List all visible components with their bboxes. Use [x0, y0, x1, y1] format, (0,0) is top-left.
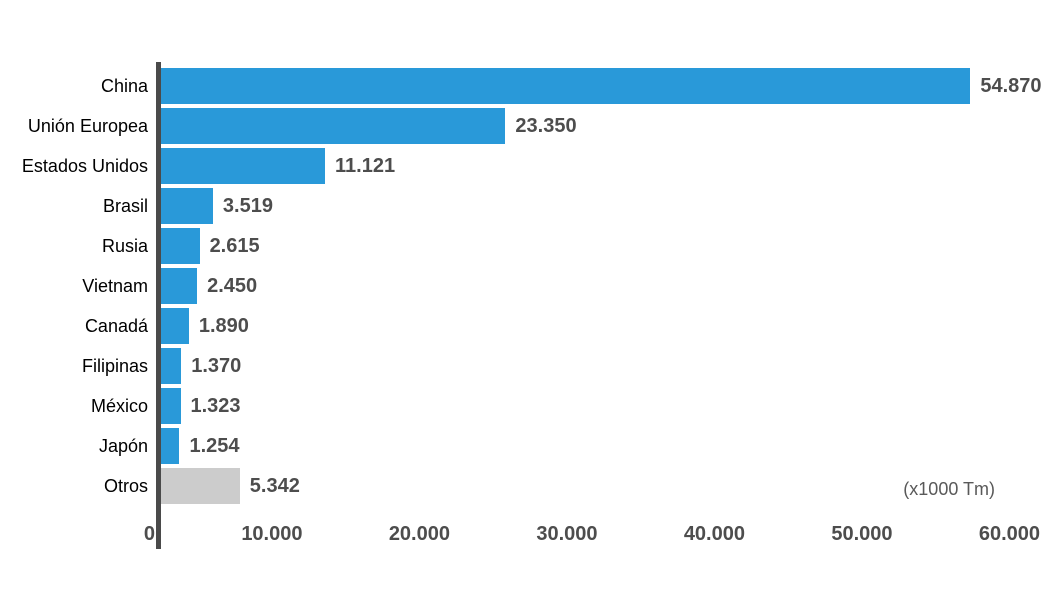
bar [161, 68, 971, 104]
bar [161, 348, 182, 384]
bar [161, 108, 506, 144]
bar-row: 1.323 [161, 386, 1046, 426]
bar-row: 23.350 [161, 106, 1046, 146]
bar-row: 2.615 [161, 226, 1046, 266]
bar-row: 5.342 [161, 466, 1046, 506]
value-label: 1.370 [191, 354, 242, 377]
value-label: 1.254 [189, 434, 240, 457]
bar [161, 308, 189, 344]
value-label: 3.519 [222, 194, 273, 217]
x-tick-label: 30.000 [536, 523, 598, 545]
bar [161, 388, 181, 424]
category-label: China [100, 76, 148, 96]
bar [161, 148, 326, 184]
bar-row: 1.370 [161, 346, 1046, 386]
value-label: 2.450 [207, 274, 258, 297]
plot-area: 54.870 23.350 11.121 3.519 2.615 2.450 1.890 1.… [161, 66, 1046, 506]
bar-row: 11.121 [161, 146, 1046, 186]
bar-row: 3.519 [161, 186, 1046, 226]
category-axis: China Unión Europea Estados Unidos Brasil Ru… [0, 66, 148, 506]
unit-label: (x1000 Tm) [903, 479, 995, 499]
category-label: Filipinas [81, 356, 148, 376]
y-axis-line [156, 62, 161, 549]
bar [161, 268, 198, 304]
bar [161, 428, 180, 464]
category-label: México [90, 396, 148, 416]
category-label: Japón [98, 436, 148, 456]
category-label: Otros [103, 476, 148, 496]
x-tick-label: 10.000 [241, 523, 303, 545]
x-tick-label: 0 [143, 523, 155, 545]
x-tick-label: 20.000 [388, 523, 450, 545]
value-label: 2.615 [209, 234, 260, 257]
value-label: 54.870 [980, 74, 1042, 97]
value-label: 1.323 [190, 394, 241, 417]
x-tick-label: 60.000 [978, 523, 1040, 545]
category-label: Brasil [102, 196, 148, 216]
bar-row: 1.254 [161, 426, 1046, 466]
category-label: Vietnam [82, 276, 148, 296]
category-label: Rusia [101, 236, 148, 256]
x-tick-label: 40.000 [683, 523, 745, 545]
bar [161, 228, 200, 264]
bar-row: 54.870 [161, 66, 1046, 106]
category-label: Unión Europea [27, 116, 148, 136]
bar-row: 1.890 [161, 306, 1046, 346]
value-label: 23.350 [515, 114, 577, 137]
category-label: Estados Unidos [21, 156, 148, 176]
category-label: Canadá [84, 316, 148, 336]
bar-row: 2.450 [161, 266, 1046, 306]
x-tick-label: 50.000 [831, 523, 893, 545]
x-axis: 0 10.000 20.000 30.000 40.000 50.000 60.000 [144, 520, 1046, 548]
bar [161, 188, 213, 224]
value-label: 5.342 [249, 474, 300, 497]
value-label: 1.890 [198, 314, 249, 337]
value-label: 11.121 [335, 154, 396, 177]
bar [161, 468, 240, 504]
